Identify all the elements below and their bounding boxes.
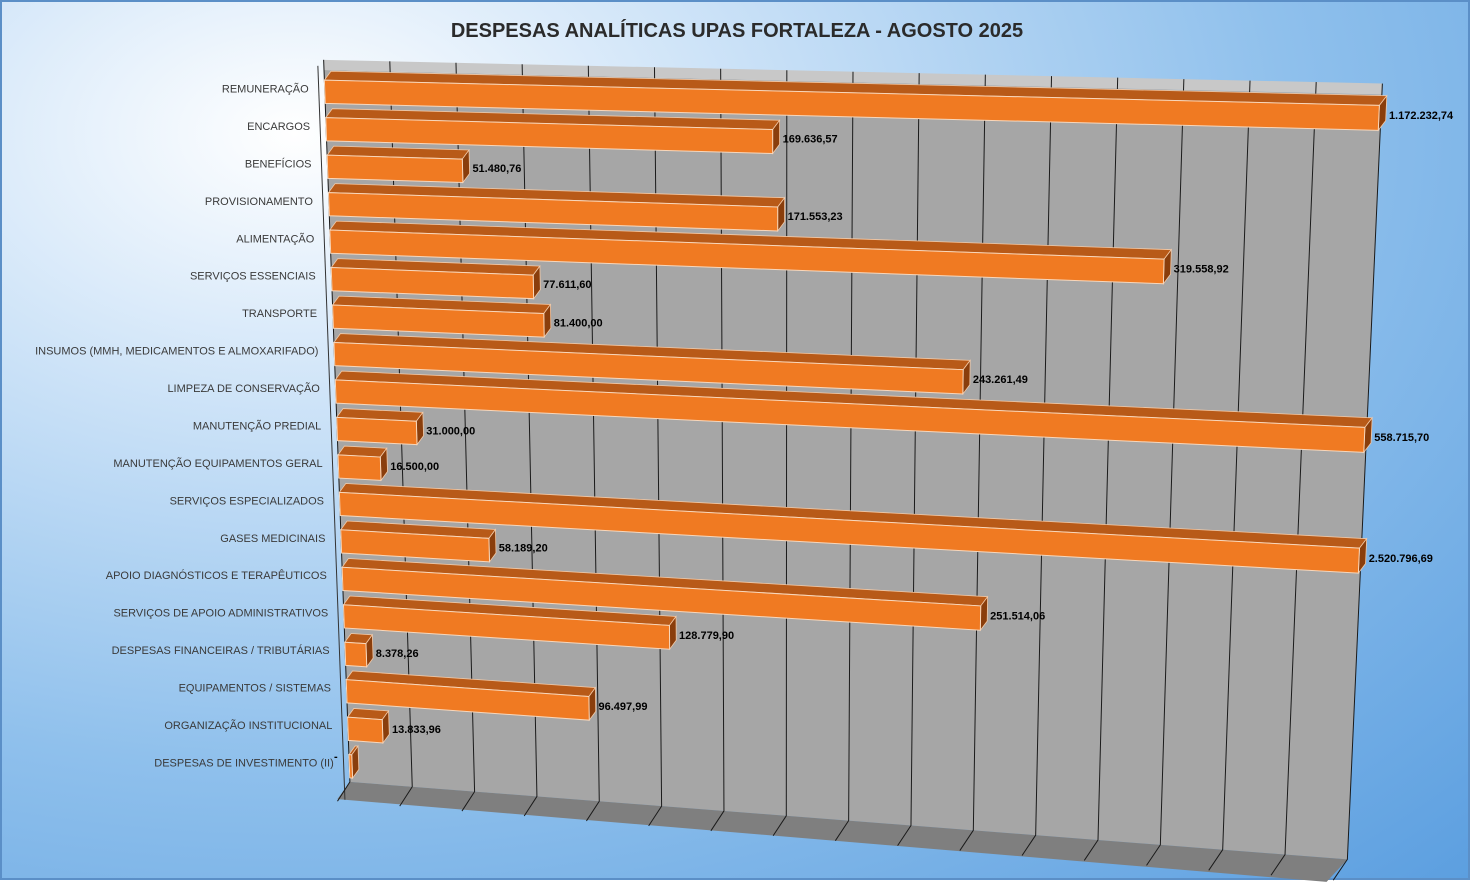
category-label: INSUMOS (MMH, MEDICAMENTOS E ALMOXARIFAD… (35, 346, 318, 358)
data-label: 31.000,00 (426, 425, 475, 437)
bar (330, 266, 535, 300)
category-label: ORGANIZAÇÃO INSTITUCIONAL (164, 719, 332, 732)
bar (336, 416, 418, 446)
bar (342, 604, 671, 650)
bar (345, 679, 590, 721)
bar (344, 641, 368, 668)
data-label: 251.514,06 (990, 610, 1045, 622)
category-label: EQUIPAMENTOS / SISTEMAS (179, 683, 331, 695)
data-label: 1.172.232,74 (1389, 110, 1454, 122)
bar (332, 304, 545, 338)
category-label: LIMPEZA DE CONSERVAÇÃO (167, 382, 320, 395)
gridline (710, 68, 725, 832)
chart-title: DESPESAS ANALÍTICAS UPAS FORTALEZA - AGO… (451, 19, 1023, 42)
data-label: 96.497,99 (599, 701, 648, 713)
data-label: 51.480,76 (472, 163, 521, 175)
category-label: TRANSPORTE (242, 308, 317, 320)
gridline (1208, 80, 1251, 871)
category-label: SERVIÇOS ESPECIALIZADOS (170, 495, 324, 507)
data-label: 8.378,26 (376, 648, 419, 660)
bar (326, 154, 464, 184)
data-label: - (334, 751, 338, 763)
gridline (1146, 79, 1185, 866)
category-label: PROVISIONAMENTO (205, 196, 313, 208)
gridline (1332, 83, 1383, 881)
bar (347, 716, 384, 744)
bar (338, 491, 1361, 574)
gridline (648, 67, 663, 827)
data-label: 243.261,49 (973, 374, 1028, 386)
data-label: 77.611,60 (543, 279, 591, 291)
data-label: 558.715,70 (1374, 432, 1429, 444)
category-label: SERVIÇOS ESSENCIAIS (190, 271, 316, 283)
gridline (586, 65, 600, 822)
gridline (959, 74, 986, 851)
data-label: 16.500,00 (390, 461, 439, 473)
bar (329, 229, 1165, 285)
y-axis-line (317, 65, 346, 800)
data-label: 13.833,96 (392, 724, 441, 736)
category-label: DESPESAS FINANCEIRAS / TRIBUTÁRIAS (112, 644, 330, 657)
data-label: 319.558,92 (1174, 264, 1229, 276)
category-label: BENEFÍCIOS (245, 157, 312, 170)
gridline (834, 71, 854, 841)
category-label: APOIO DIAGNÓSTICOS E TERAPÊUTICOS (106, 569, 327, 582)
bar (337, 454, 382, 481)
category-label: MANUTENÇÃO EQUIPAMENTOS GERAL (113, 457, 322, 470)
data-label: 128.779,90 (679, 630, 734, 642)
category-label: MANUTENÇÃO PREDIAL (193, 419, 321, 432)
gridline (1083, 77, 1119, 861)
data-label: 169.636,57 (783, 134, 838, 146)
gridline (1270, 82, 1317, 876)
gridline (897, 73, 920, 846)
gridline (323, 59, 351, 802)
bar (323, 79, 1380, 131)
bar (341, 566, 982, 631)
category-label: DESPESAS DE INVESTIMENTO (II) (154, 757, 334, 769)
bar (327, 192, 779, 232)
bar (348, 754, 354, 779)
bar (325, 117, 774, 155)
gridline (1021, 76, 1053, 856)
bar (334, 379, 1366, 453)
category-label: REMUNERAÇÃO (222, 82, 309, 95)
data-label: 58.189,20 (499, 543, 548, 555)
floor (337, 781, 1348, 882)
category-label: GASES MEDICINAIS (220, 533, 325, 545)
bar (333, 341, 964, 395)
gridline (772, 70, 788, 837)
data-label: 81.400,00 (554, 318, 603, 330)
data-label: 171.553,23 (788, 211, 843, 223)
category-label: ENCARGOS (247, 121, 310, 133)
data-label: 2.520.796,69 (1369, 553, 1433, 565)
category-label: ALIMENTAÇÃO (236, 232, 314, 245)
category-label: SERVIÇOS DE APOIO ADMINISTRATIVOS (113, 608, 328, 620)
bar (340, 529, 491, 563)
